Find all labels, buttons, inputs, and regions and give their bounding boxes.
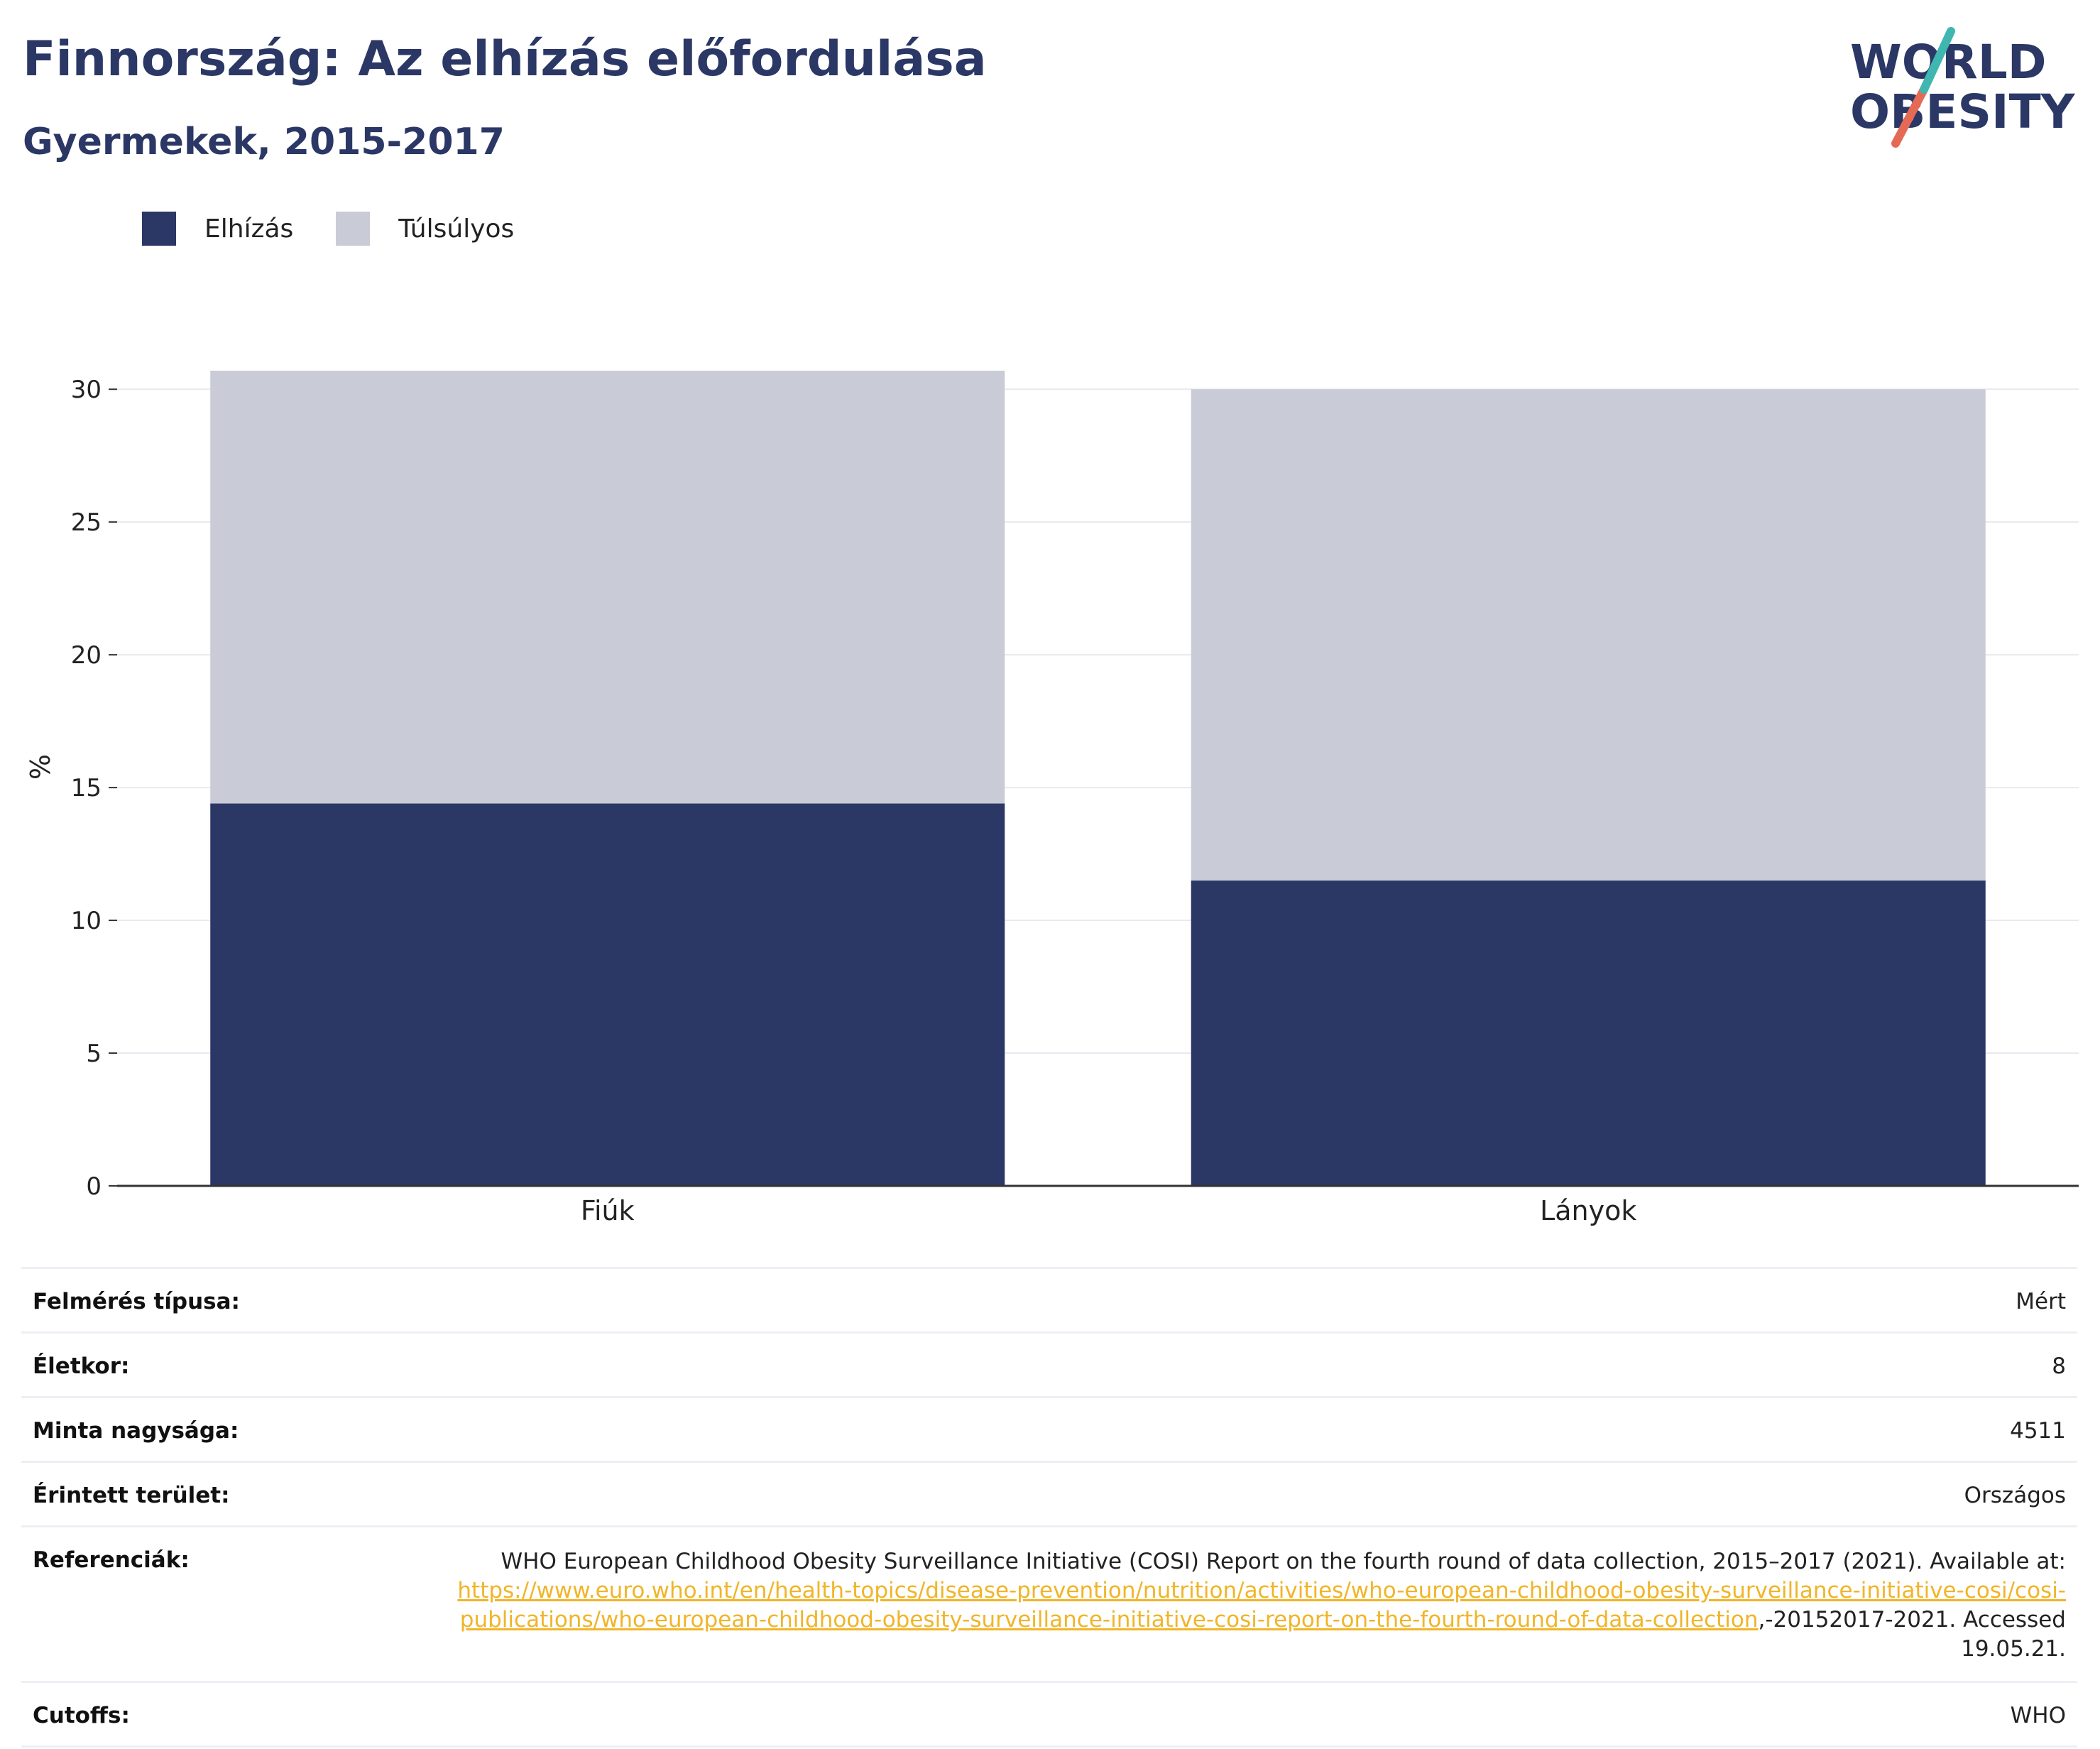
stacked-bar-chart: 0 5 10 15 20 25 30% Fiúk Lányok xyxy=(25,371,2079,1226)
references-link[interactable]: https://www.euro.who.int/en/health-topic… xyxy=(457,1578,2066,1633)
y-tick-label-10: 10 xyxy=(71,907,102,935)
info-value-cutoffs: WHO xyxy=(2010,1703,2066,1728)
logo-text-obesity: OBESITY xyxy=(1850,85,2076,139)
info-row-cutoffs: Cutoffs: WHO xyxy=(21,1681,2077,1748)
chart-legend: Elhízás Túlsúlyos xyxy=(142,212,557,246)
world-obesity-logo: WORLD OBESITY xyxy=(1850,27,2076,148)
info-label-sample-size: Minta nagysága: xyxy=(33,1418,239,1444)
y-tick-label-25: 25 xyxy=(71,508,102,537)
y-tick-label-30: 30 xyxy=(71,376,102,404)
bar-overweight-boys xyxy=(210,371,1005,804)
legend-label-obesity: Elhízás xyxy=(204,214,294,244)
info-row-references: Referenciák: WHO European Childhood Obes… xyxy=(21,1525,2077,1681)
info-table: Felmérés típusa: Mért Életkor: 8 Minta n… xyxy=(21,1267,2077,1748)
chart-title: Finnország: Az elhízás előfordulása xyxy=(23,31,987,87)
bar-obesity-girls xyxy=(1191,880,1986,1186)
info-label-age: Életkor: xyxy=(33,1353,130,1379)
info-label-cutoffs: Cutoffs: xyxy=(33,1703,130,1728)
x-tick-label-boys: Fiúk xyxy=(581,1195,635,1226)
info-row-survey-type: Felmérés típusa: Mért xyxy=(21,1267,2077,1331)
legend-swatch-obesity xyxy=(142,212,176,246)
info-row-age: Életkor: 8 xyxy=(21,1331,2077,1396)
y-axis-label: % xyxy=(25,754,56,780)
bar-obesity-boys xyxy=(210,803,1005,1186)
info-row-sample-size: Minta nagysága: 4511 xyxy=(21,1396,2077,1461)
info-value-age: 8 xyxy=(2052,1353,2066,1379)
x-tick-label-girls: Lányok xyxy=(1540,1195,1636,1226)
info-row-area: Érintett terület: Országos xyxy=(21,1461,2077,1525)
y-tick-label-20: 20 xyxy=(71,641,102,670)
info-value-area: Országos xyxy=(1964,1483,2066,1508)
references-text-before: WHO European Childhood Obesity Surveilla… xyxy=(501,1549,2066,1574)
y-tick-label-5: 5 xyxy=(86,1040,102,1068)
legend-item-overweight[interactable]: Túlsúlyos xyxy=(336,212,514,246)
info-value-sample-size: 4511 xyxy=(2010,1418,2066,1444)
info-label-references: Referenciák: xyxy=(33,1547,190,1573)
info-label-area: Érintett terület: xyxy=(33,1483,230,1508)
y-tick-label-15: 15 xyxy=(71,774,102,802)
legend-label-overweight: Túlsúlyos xyxy=(398,214,515,244)
chart-subtitle: Gyermekek, 2015-2017 xyxy=(23,121,505,163)
bar-overweight-girls xyxy=(1191,389,1986,881)
y-tick-label-0: 0 xyxy=(86,1172,102,1201)
info-value-references: WHO European Childhood Obesity Surveilla… xyxy=(447,1547,2066,1664)
info-value-survey-type: Mért xyxy=(2016,1289,2066,1314)
legend-swatch-overweight xyxy=(336,212,371,246)
references-text-after: ,-20152017-2021. Accessed 19.05.21. xyxy=(1758,1607,2067,1662)
info-label-survey-type: Felmérés típusa: xyxy=(33,1289,240,1314)
legend-item-obesity[interactable]: Elhízás xyxy=(142,212,293,246)
